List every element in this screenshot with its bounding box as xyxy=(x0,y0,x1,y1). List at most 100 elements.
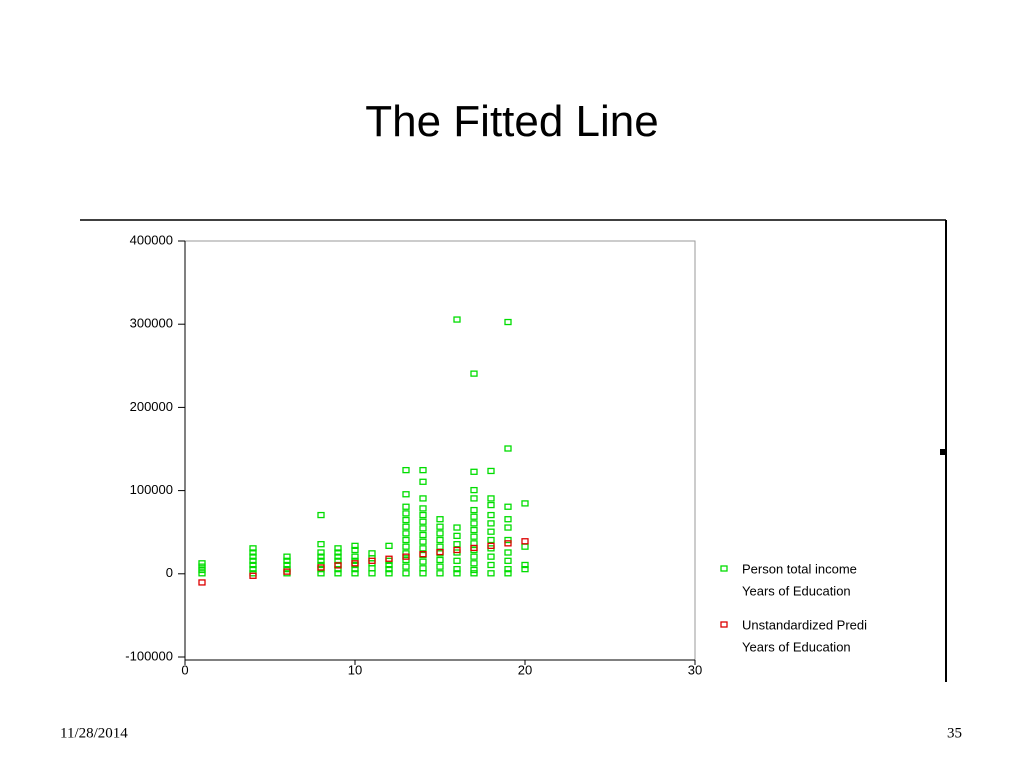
point xyxy=(470,553,478,560)
point xyxy=(470,495,478,502)
point xyxy=(453,541,461,548)
point xyxy=(402,563,410,570)
frame-handle xyxy=(940,449,946,455)
point xyxy=(402,516,410,524)
point xyxy=(249,572,257,579)
point xyxy=(249,557,257,564)
point xyxy=(419,505,427,512)
point xyxy=(198,566,206,574)
point xyxy=(436,536,444,544)
x-tick-label: 20 xyxy=(518,662,532,677)
x-tick-label: 10 xyxy=(348,662,362,677)
point xyxy=(487,570,495,577)
point xyxy=(453,546,461,554)
point xyxy=(402,466,410,474)
legend-label: Unstandardized Predi xyxy=(742,617,867,632)
point xyxy=(521,543,529,550)
y-tick-label: 200000 xyxy=(130,399,173,414)
point xyxy=(419,511,427,519)
point xyxy=(504,549,512,556)
point xyxy=(504,536,512,544)
point xyxy=(368,565,376,572)
point xyxy=(317,541,325,548)
point xyxy=(402,550,410,557)
point xyxy=(470,526,478,534)
point xyxy=(504,557,512,564)
point xyxy=(521,561,529,569)
point xyxy=(419,518,427,525)
point xyxy=(402,530,410,537)
point xyxy=(402,523,410,530)
point xyxy=(453,524,461,531)
point xyxy=(504,445,512,452)
point xyxy=(402,553,410,560)
point xyxy=(487,467,495,475)
point xyxy=(317,564,325,571)
point xyxy=(198,570,206,577)
point xyxy=(419,466,427,474)
point xyxy=(334,565,342,573)
point xyxy=(351,560,359,567)
point xyxy=(453,316,461,323)
point xyxy=(419,525,427,532)
point xyxy=(283,553,291,560)
point xyxy=(487,511,495,519)
point xyxy=(198,560,206,567)
legend-marker xyxy=(720,621,728,628)
point xyxy=(470,486,478,494)
point xyxy=(436,563,444,570)
point xyxy=(504,318,512,326)
point xyxy=(487,520,495,527)
point xyxy=(334,545,342,552)
point xyxy=(334,549,342,556)
point xyxy=(470,370,478,377)
point xyxy=(504,524,512,531)
legend-marker xyxy=(720,565,728,572)
y-tick-label: 100000 xyxy=(130,482,173,497)
point xyxy=(436,543,444,550)
point xyxy=(419,558,427,565)
point xyxy=(436,556,444,564)
point xyxy=(317,553,325,560)
point xyxy=(470,533,478,540)
point xyxy=(470,544,478,552)
point xyxy=(351,553,359,560)
point xyxy=(402,536,410,544)
point xyxy=(470,520,478,527)
point xyxy=(198,579,206,586)
point xyxy=(487,542,495,549)
point xyxy=(521,538,529,545)
point xyxy=(521,565,529,573)
point xyxy=(453,532,461,540)
point xyxy=(504,516,512,523)
point xyxy=(487,553,495,560)
point xyxy=(453,570,461,577)
point xyxy=(283,557,291,564)
point xyxy=(453,565,461,573)
point xyxy=(436,523,444,530)
point xyxy=(419,531,427,539)
point xyxy=(436,530,444,537)
point xyxy=(317,570,325,577)
point xyxy=(419,551,427,558)
point xyxy=(402,503,410,510)
point xyxy=(419,495,427,502)
point xyxy=(470,468,478,475)
point xyxy=(487,536,495,544)
point xyxy=(419,478,427,485)
point xyxy=(470,513,478,520)
point xyxy=(385,565,393,573)
point xyxy=(504,540,512,547)
point xyxy=(470,566,478,574)
point xyxy=(487,495,495,502)
point xyxy=(351,542,359,549)
x-tick-label: 30 xyxy=(688,662,702,677)
point xyxy=(402,556,410,564)
point xyxy=(351,565,359,573)
point xyxy=(487,528,495,535)
point xyxy=(198,563,206,570)
plot-frame xyxy=(184,240,696,661)
point xyxy=(504,503,512,510)
point xyxy=(419,538,427,545)
point xyxy=(470,570,478,577)
